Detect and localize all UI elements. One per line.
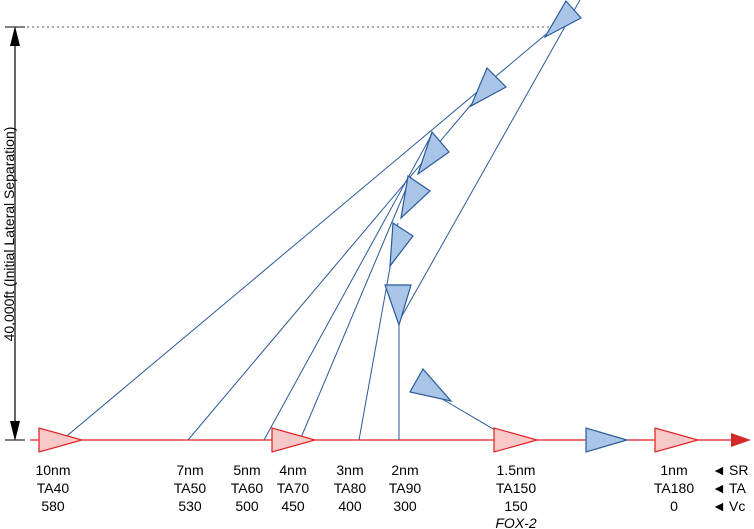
friendly-aircraft <box>38 427 701 453</box>
column-10nm: 10nm TA40 580 <box>35 462 70 514</box>
separation-axis-arrow-bottom-icon <box>10 421 20 441</box>
range-label: 1.5nm <box>497 462 536 478</box>
closure-velocity-label: 150 <box>504 498 528 514</box>
range-label: 3nm <box>336 462 363 478</box>
target-aspect-label: TA60 <box>231 480 264 496</box>
column-7nm: 7nm TA50 530 <box>174 462 207 514</box>
friendly-aircraft-icon <box>38 427 85 453</box>
target-aspect-label: TA50 <box>174 480 207 496</box>
friendly-aircraft-icon <box>493 427 540 453</box>
column-2nm: 2nm TA90 300 <box>389 462 422 514</box>
range-label: 10nm <box>35 462 70 478</box>
bandit-aircraft <box>384 0 630 453</box>
column-3nm: 3nm TA80 400 <box>334 462 367 514</box>
closure-velocity-label: 500 <box>235 498 259 514</box>
target-aspect-label: TA180 <box>654 480 694 496</box>
legend: ◄ SR ◄ TA ◄ Vc <box>712 462 748 514</box>
legend-arrow-icon: ◄ <box>712 480 726 496</box>
separation-axis-label: 40,000ft (Initial Lateral Separation) <box>1 127 17 342</box>
bandit-aircraft-icon <box>416 130 450 176</box>
closure-velocity-label: 530 <box>178 498 202 514</box>
column-4nm: 4nm TA70 450 <box>277 462 310 514</box>
bandit-aircraft-icon <box>389 221 414 268</box>
bandit-aircraft-icon <box>585 427 630 453</box>
bandit-aircraft-icon <box>543 0 582 39</box>
friendly-track-arrowhead-icon <box>731 433 751 447</box>
closure-velocity-label: 300 <box>393 498 417 514</box>
separation-axis-arrow-top-icon <box>10 26 20 46</box>
target-aspect-label: TA40 <box>37 480 70 496</box>
target-aspect-label: TA70 <box>277 480 310 496</box>
sight-line-5nm <box>263 133 433 441</box>
legend-sr-label: SR <box>729 462 748 478</box>
bandit-aircraft-icon <box>400 174 431 220</box>
closure-velocity-label: 400 <box>338 498 362 514</box>
bandit-aircraft-icon <box>469 66 507 108</box>
target-aspect-label: TA150 <box>496 480 536 496</box>
column-5nm: 5nm TA60 500 <box>231 462 264 514</box>
sight-lines <box>61 0 581 441</box>
bandit-path <box>397 0 581 324</box>
closure-velocity-label: 0 <box>670 498 678 514</box>
column-1nm: 1nm TA180 0 <box>654 462 694 514</box>
range-label: 2nm <box>391 462 418 478</box>
legend-arrow-icon: ◄ <box>712 462 726 478</box>
column-1-5nm: 1.5nm TA150 150 FOX-2 <box>495 462 536 529</box>
closure-velocity-label: 580 <box>41 498 65 514</box>
friendly-aircraft-icon <box>654 427 701 453</box>
legend-arrow-icon: ◄ <box>712 498 726 514</box>
closure-velocity-label: 450 <box>281 498 305 514</box>
target-aspect-label: TA80 <box>334 480 367 496</box>
legend-ta-label: TA <box>729 480 747 496</box>
fox-2-label: FOX-2 <box>495 515 536 529</box>
range-label: 4nm <box>279 462 306 478</box>
bandit-aircraft-icon <box>384 284 412 327</box>
range-label: 5nm <box>233 462 260 478</box>
legend-vc-label: Vc <box>729 498 745 514</box>
bandit-aircraft-icon <box>409 367 453 402</box>
range-label: 7nm <box>176 462 203 478</box>
sight-line-4nm <box>299 176 412 441</box>
friendly-aircraft-icon <box>271 427 318 453</box>
target-aspect-label: TA90 <box>389 480 422 496</box>
range-label: 1nm <box>660 462 687 478</box>
